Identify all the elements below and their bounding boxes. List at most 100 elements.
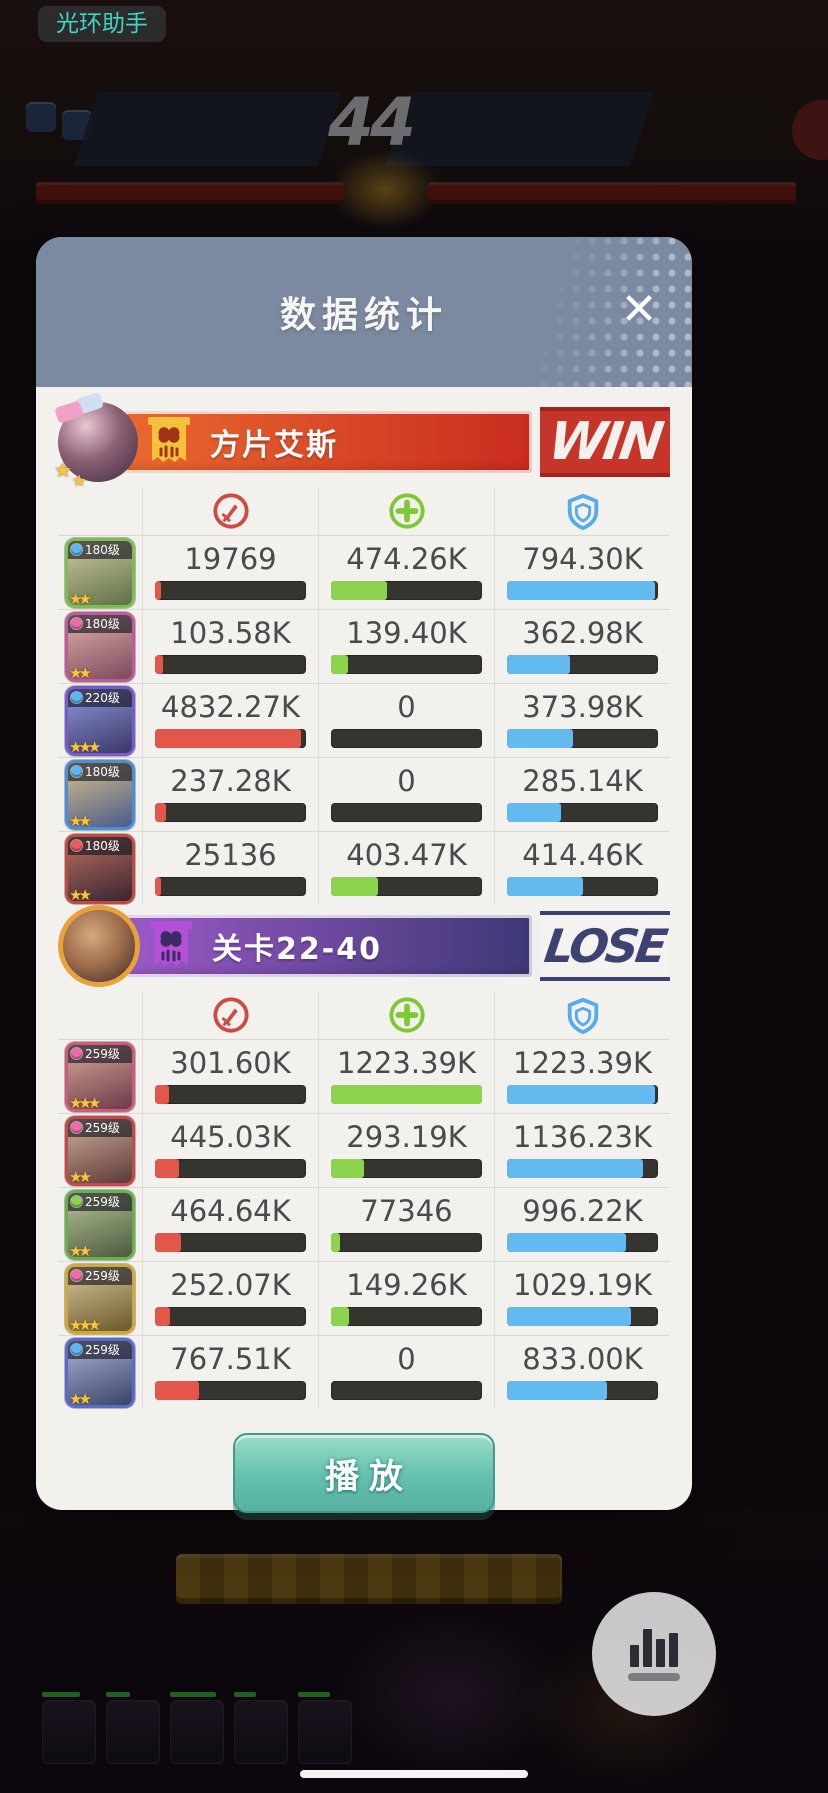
member-avatar: 259级 ★★★ (65, 1263, 135, 1334)
member-avatar-cell: 259级 ★★ (58, 1336, 142, 1409)
member-avatar: 180级 ★★ (65, 759, 135, 830)
heal-cell: 0 (318, 758, 494, 831)
member-row: 259级 ★★ 445.03K 293.19K 1136.23K (58, 1113, 670, 1187)
member-avatar-cell: 180级 ★★ (58, 832, 142, 905)
stat-bar (331, 581, 482, 600)
play-button[interactable]: 播放 (233, 1433, 495, 1513)
stat-value: 362.98K (522, 616, 643, 650)
damage-taken-cell: 1029.19K (494, 1262, 670, 1335)
stats-table: 259级 ★★★ 301.60K 1223.39K 1223.39K (58, 991, 670, 1409)
stat-value: 767.51K (170, 1342, 291, 1376)
stat-value: 103.58K (170, 616, 291, 650)
member-level-badge: 180级 (68, 836, 132, 855)
stat-bar (155, 1307, 306, 1326)
member-avatar-cell: 180级 ★★ (58, 536, 142, 609)
stat-bar (507, 1307, 658, 1326)
stat-value: 414.46K (522, 838, 643, 872)
member-level: 180级 (85, 616, 120, 631)
stat-value: 285.14K (522, 764, 643, 798)
stat-bar (155, 729, 306, 748)
stat-bar (331, 1233, 482, 1252)
member-stars: ★★ (69, 1389, 92, 1408)
damage-cell: 445.03K (142, 1114, 318, 1187)
member-row: 180级 ★★ 103.58K 139.40K 362.98K (58, 609, 670, 683)
stat-value: 19769 (184, 542, 277, 576)
member-row: 259级 ★★★ 301.60K 1223.39K 1223.39K (58, 1039, 670, 1113)
stats-fab-button[interactable] (592, 1592, 716, 1716)
play-button-label: 播放 (325, 1456, 413, 1497)
avatar-column-header (58, 487, 142, 535)
home-indicator[interactable] (300, 1770, 528, 1778)
stats-table: 180级 ★★ 19769 474.26K 794.30K (58, 487, 670, 905)
member-stars: ★★ (69, 1241, 92, 1260)
stat-value: 445.03K (170, 1120, 291, 1154)
stat-bar (331, 1085, 482, 1104)
stat-bar (331, 803, 482, 822)
stat-bar (331, 1381, 482, 1400)
damage-taken-cell: 833.00K (494, 1336, 670, 1409)
team-section: 关卡22-40 LOSE (58, 905, 670, 1409)
modal-header: 数据统计 ✕ (36, 237, 692, 387)
damage-cell: 767.51K (142, 1336, 318, 1409)
stat-value: 0 (397, 764, 416, 798)
member-avatar: 259级 ★★★ (65, 1041, 135, 1112)
member-avatar: 259级 ★★ (65, 1189, 135, 1260)
gem-icon (71, 1122, 82, 1133)
member-avatar-cell: 259级 ★★★ (58, 1040, 142, 1113)
member-level: 180级 (85, 838, 120, 853)
stat-bar (507, 1159, 658, 1178)
member-level-badge: 180级 (68, 762, 132, 781)
result-text: LOSE (541, 919, 669, 973)
damage-taken-cell: 362.98K (494, 610, 670, 683)
stat-value: 1223.39K (513, 1046, 652, 1080)
close-icon[interactable]: ✕ (620, 284, 658, 335)
stat-bar (155, 1085, 306, 1104)
gem-icon (71, 766, 82, 777)
member-level: 180级 (85, 764, 120, 779)
stat-bar (155, 1159, 306, 1178)
gem-icon (71, 840, 82, 851)
member-level-badge: 259级 (68, 1118, 132, 1137)
halftone-pattern (492, 237, 692, 387)
member-stars: ★★★ (69, 1093, 101, 1112)
assistant-overlay-badge[interactable]: 光环助手 (38, 6, 166, 42)
member-stars: ★★ (69, 885, 92, 904)
stat-bar (155, 655, 306, 674)
stat-value: 794.30K (522, 542, 643, 576)
heal-cell: 1223.39K (318, 1040, 494, 1113)
stat-value: 149.26K (346, 1268, 467, 1302)
member-row: 259级 ★★★ 252.07K 149.26K 1029.19K (58, 1261, 670, 1335)
member-row: 220级 ★★★ 4832.27K 0 373.98K (58, 683, 670, 757)
stat-value: 4832.27K (161, 690, 300, 724)
member-stars: ★★ (69, 1167, 92, 1186)
member-avatar-cell: 220级 ★★★ (58, 684, 142, 757)
stat-value: 252.07K (170, 1268, 291, 1302)
flag-icon (148, 417, 190, 462)
team-name: 方片艾斯 (210, 428, 338, 463)
damage-taken-cell: 1223.39K (494, 1040, 670, 1113)
damage-taken-cell: 414.46K (494, 832, 670, 905)
stat-bar (507, 581, 658, 600)
damage-taken-column-header (494, 487, 670, 535)
stat-value: 25136 (184, 838, 277, 872)
member-level: 259级 (85, 1194, 120, 1209)
member-level-badge: 259级 (68, 1044, 132, 1063)
heal-column-header (318, 991, 494, 1039)
member-stars: ★★ (69, 811, 92, 830)
sword-icon (212, 493, 249, 529)
stat-bar (331, 877, 482, 896)
stats-table-header (58, 487, 670, 535)
stat-bar (331, 1307, 482, 1326)
damage-cell: 301.60K (142, 1040, 318, 1113)
member-row: 259级 ★★ 767.51K 0 833.00K (58, 1335, 670, 1409)
heal-cell: 403.47K (318, 832, 494, 905)
gem-icon (71, 544, 82, 555)
gem-icon (71, 618, 82, 629)
member-level: 180级 (85, 542, 120, 557)
star-icon: ★ (72, 471, 87, 490)
member-avatar-cell: 259级 ★★ (58, 1114, 142, 1187)
stat-bar (155, 1233, 306, 1252)
member-level-badge: 220级 (68, 688, 132, 707)
stat-bar (507, 803, 658, 822)
